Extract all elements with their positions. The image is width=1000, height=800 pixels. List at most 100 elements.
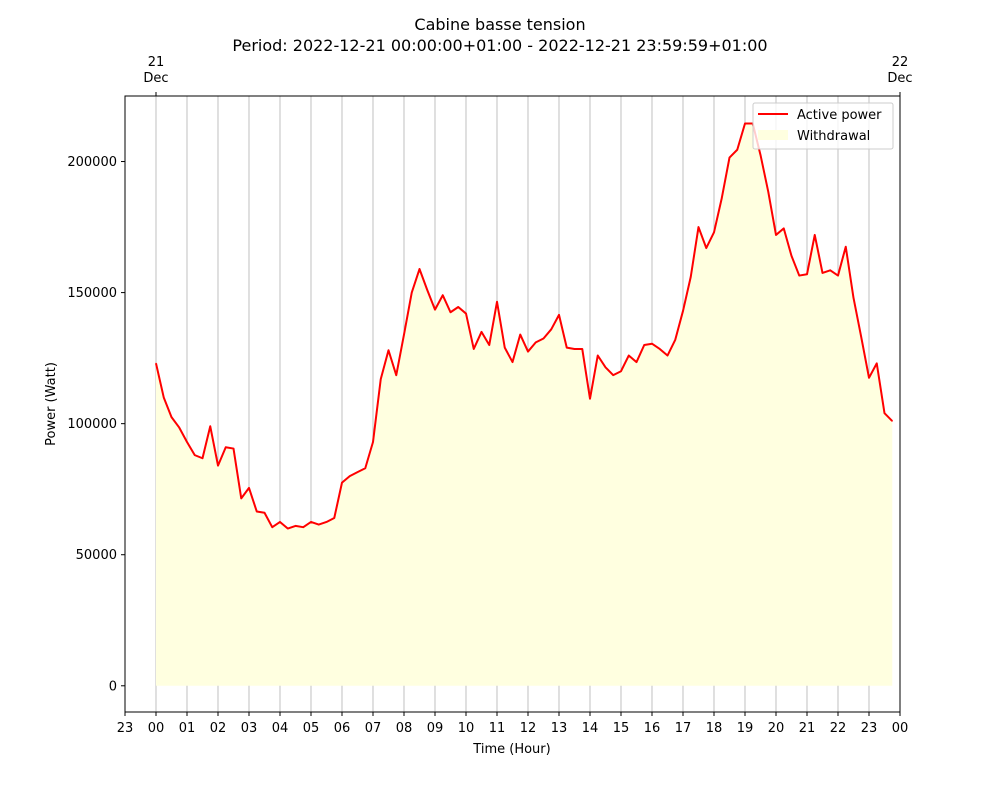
data-point [201,457,204,459]
y-tick-label: 50000 [76,548,117,563]
x-tick-label: 10 [458,721,475,736]
y-tick-label: 150000 [67,286,117,301]
x-tick-label: 16 [644,721,661,736]
data-point [651,343,653,345]
data-point [225,446,227,448]
data-point [876,362,878,364]
data-point [635,361,638,363]
data-point [519,333,521,336]
data-point [620,370,622,372]
data-point [736,149,738,151]
data-point [581,348,583,350]
data-point [240,497,242,499]
data-point [163,396,165,399]
withdrawal-fill [156,123,893,686]
data-point [294,525,297,527]
data-point [504,347,506,349]
data-point [449,311,452,313]
data-point [821,272,824,274]
y-tick-label: 0 [109,679,117,694]
x-tick-label: 07 [365,721,382,736]
data-point [496,301,498,303]
data-point [356,471,359,473]
data-point [829,269,831,271]
data-point [194,454,196,456]
data-point [511,361,514,363]
data-point [682,310,684,312]
legend-label-withdrawal: Withdrawal [797,129,870,144]
x-tick-label: 14 [582,721,599,736]
data-point [364,467,366,469]
plot-frame [124,95,901,713]
x-tick-label: 13 [551,721,568,736]
data-point [783,227,785,229]
data-point [232,447,235,450]
y-tick-label: 200000 [67,155,117,170]
data-point [860,336,862,338]
data-point [473,348,475,350]
data-point [248,487,250,489]
legend: Active power Withdrawal [752,102,894,150]
chart-subtitle: Period: 2022-12-21 00:00:00+01:00 - 2022… [232,36,767,55]
data-point [527,350,529,353]
x-tick-label: 04 [272,721,289,736]
data-point [666,354,669,357]
data-point [674,339,676,341]
data-point [310,521,312,523]
top-tick-month: Dec [887,71,912,86]
x-tick-label: 09 [427,721,444,736]
data-point [566,347,568,349]
x-tick-label: 20 [768,721,785,736]
data-point [170,416,173,418]
data-point [279,521,281,523]
data-point [333,517,335,519]
legend-label-active-power: Active power [797,108,882,123]
chart-title: Cabine basse tension [414,15,585,34]
data-point [612,374,614,376]
data-point [883,412,886,414]
y-axis-label: Power (Watt) [44,362,59,446]
data-point [271,526,273,528]
top-tick-day: 22 [892,55,909,70]
data-point [372,441,374,443]
x-tick-label: 12 [520,721,537,736]
x-tick-label: 22 [830,721,847,736]
data-point [891,420,893,422]
top-tick-month: Dec [143,71,168,86]
x-tick-label: 11 [489,721,506,736]
data-point [713,231,715,233]
data-point [573,348,576,350]
x-tick-label: 19 [737,721,754,736]
data-point [597,354,599,357]
data-point [837,274,839,277]
data-point [628,354,630,357]
data-point [759,154,762,156]
data-point [387,349,390,351]
data-point [411,291,413,294]
data-point [325,521,328,523]
data-point [287,527,289,530]
x-axis-label: Time (Hour) [472,742,550,757]
withdrawal-area [156,123,893,686]
data-point [178,426,180,429]
data-point [697,226,700,228]
data-point [403,333,405,336]
data-point [775,234,777,236]
data-point [488,344,490,346]
active-power-path [155,122,893,530]
x-tick-label: 00 [892,721,909,736]
data-point [705,247,707,249]
data-point [186,441,188,443]
data-point [852,297,855,299]
y-axis-ticks: 0 50000 100000 150000 200000 [67,155,125,694]
x-tick-label: 08 [396,721,413,736]
active-power-line [155,122,893,530]
x-tick-label: 06 [334,721,351,736]
data-point [814,234,816,236]
x-tick-label: 01 [179,721,196,736]
data-point [806,273,808,275]
x-tick-label: 02 [210,721,227,736]
x-tick-label: 23 [861,721,878,736]
data-point [302,526,304,528]
